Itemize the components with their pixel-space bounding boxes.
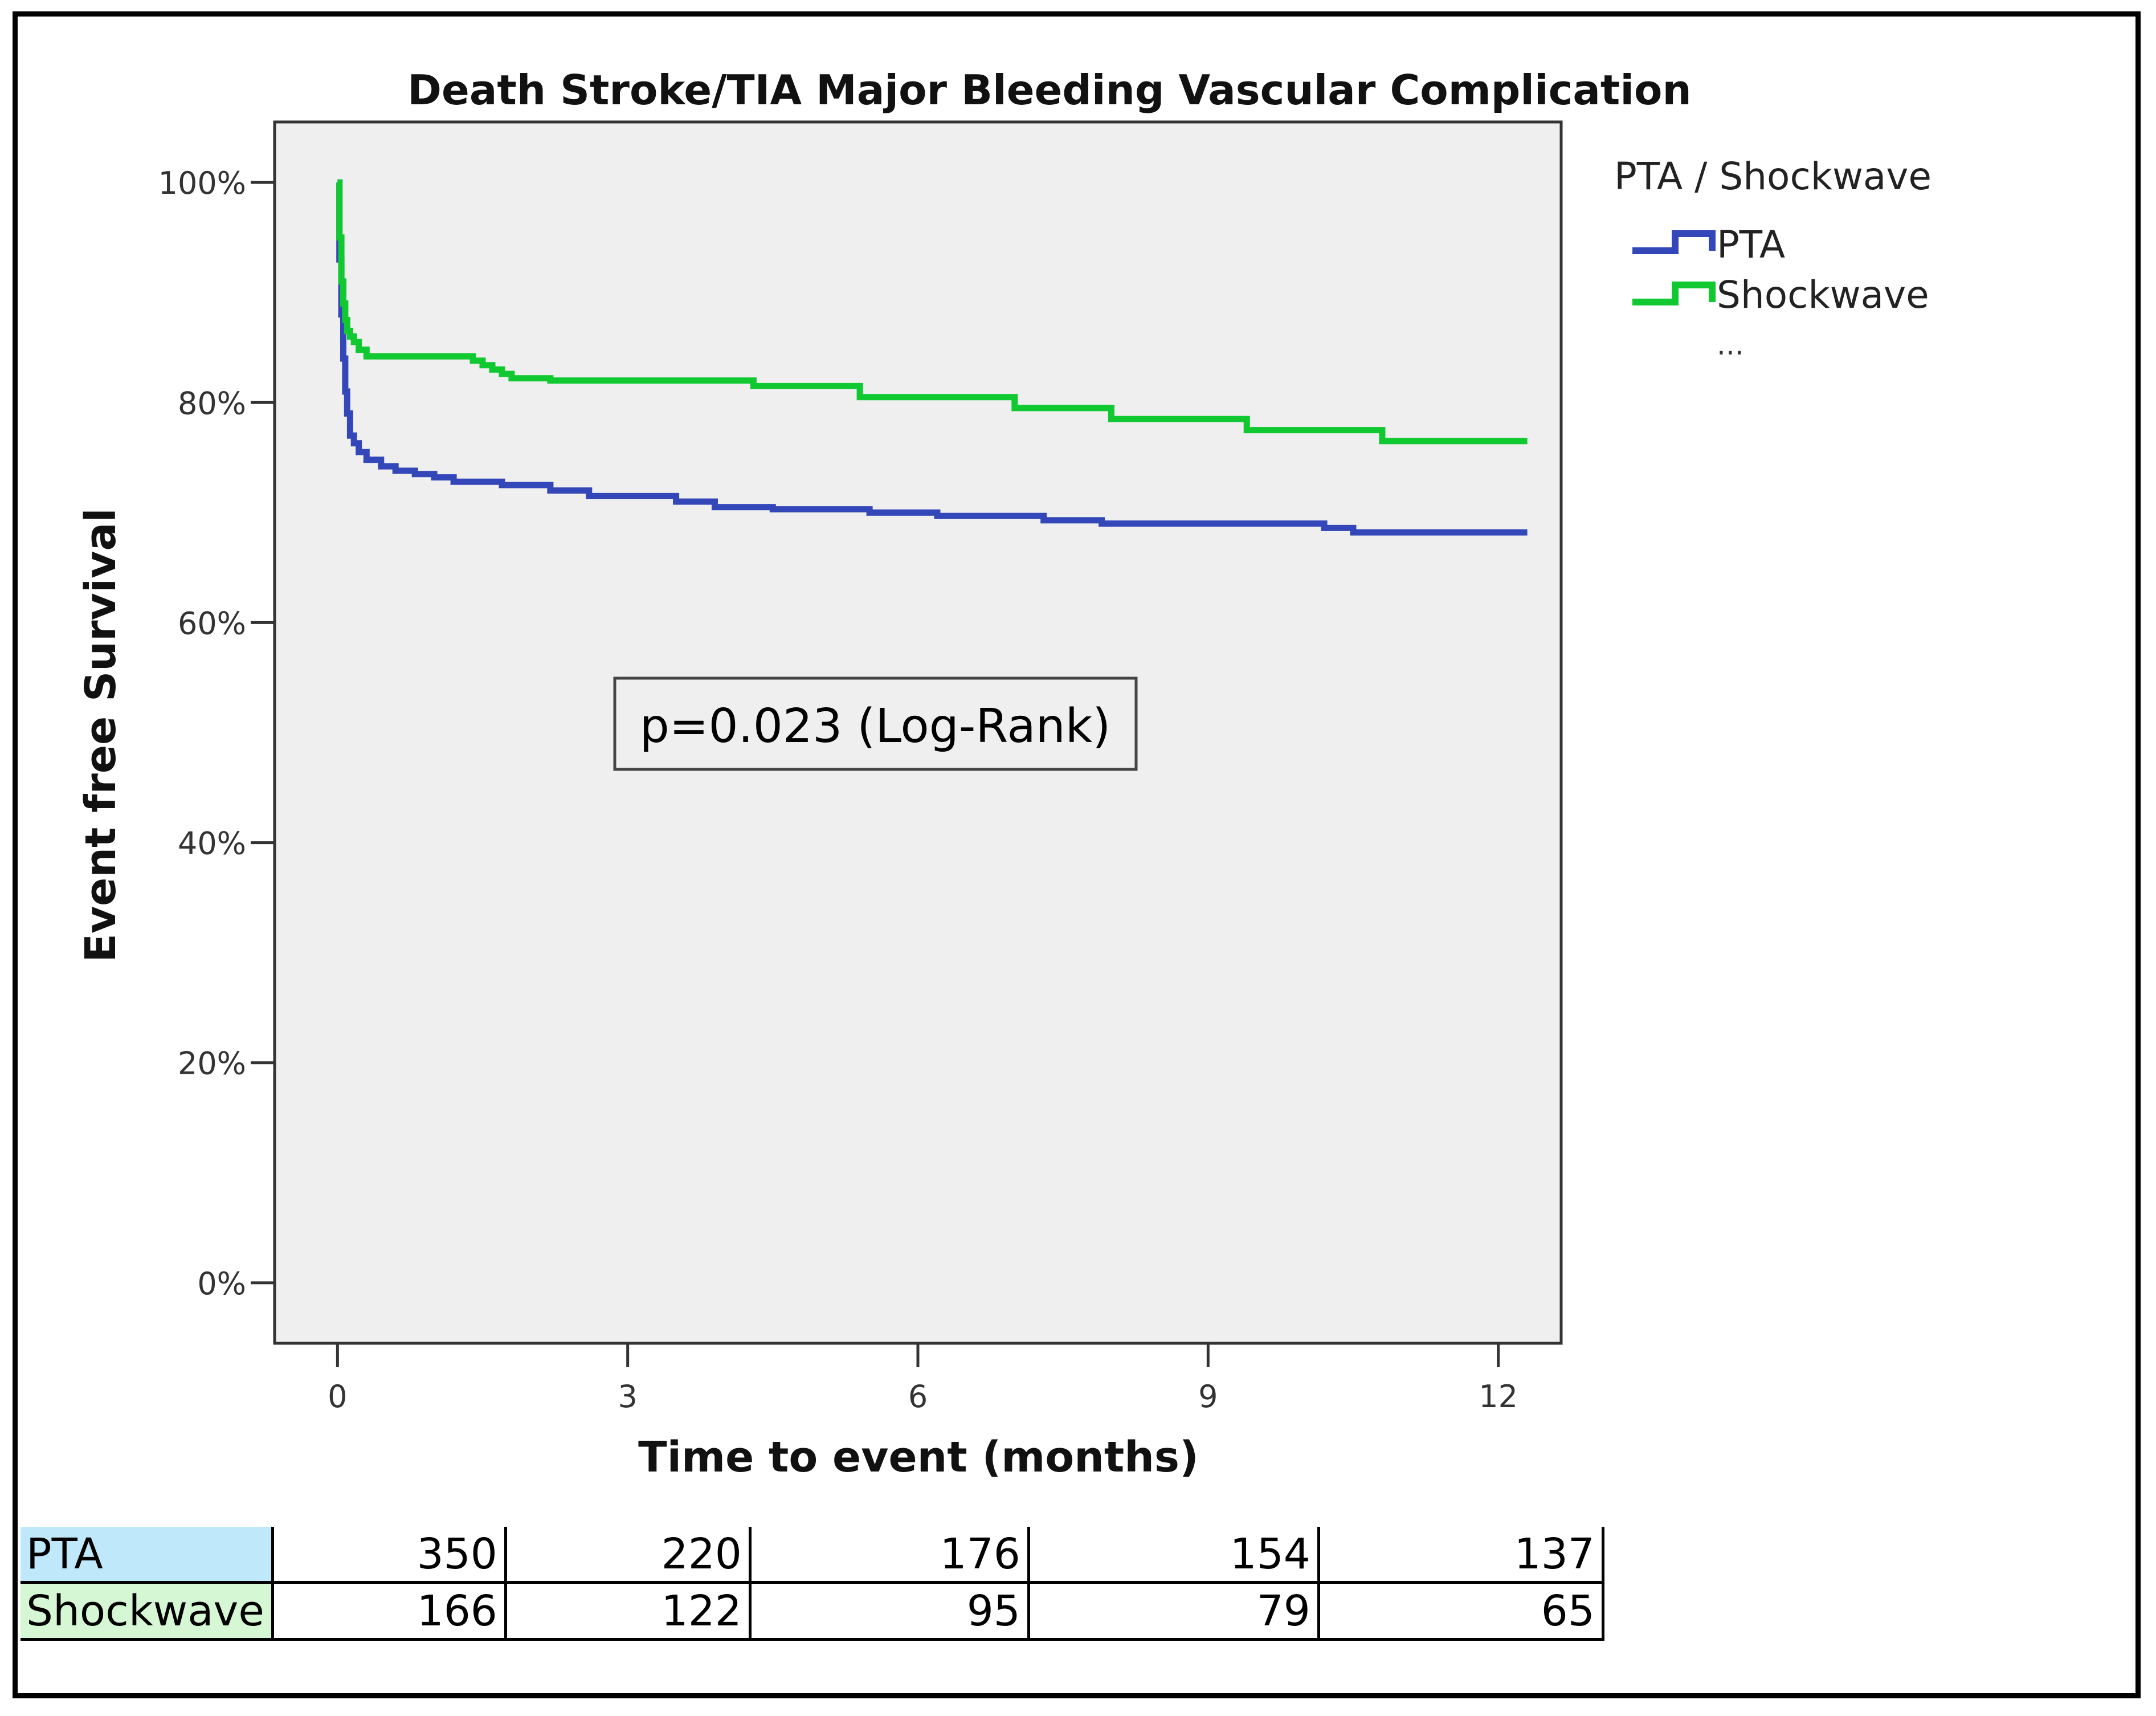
x-tick-label: 0 — [328, 1379, 347, 1415]
legend-swatch-shockwave — [1632, 282, 1716, 305]
x-axis: 0 3 6 9 12 — [328, 1343, 1518, 1415]
survival-line-pta — [336, 179, 1528, 536]
y-tick-label: 80% — [178, 385, 246, 421]
legend-label-pta: PTA — [1717, 223, 1785, 267]
x-tick-label: 3 — [618, 1379, 637, 1415]
x-tick-label: 6 — [908, 1379, 928, 1415]
risk-row-label: Shockwave — [21, 1582, 274, 1641]
x-axis-label: Time to event (months) — [638, 1433, 1199, 1482]
risk-cell: 137 — [1318, 1527, 1604, 1584]
risk-row-pta: PTA 350 220 176 154 137 — [21, 1527, 1604, 1584]
y-tick-label: 0% — [197, 1266, 246, 1302]
risk-cell: 350 — [272, 1527, 507, 1584]
risk-cell: 122 — [505, 1582, 752, 1641]
legend-swatch-pta — [1632, 230, 1716, 254]
pvalue-text: p=0.023 (Log-Rank) — [640, 699, 1111, 753]
y-axis: 0% 20% 40% 60% 80% 100% — [158, 165, 275, 1302]
pvalue-box: p=0.023 (Log-Rank) — [613, 676, 1138, 771]
risk-cell: 95 — [750, 1582, 1030, 1641]
risk-cell: 154 — [1028, 1527, 1320, 1584]
y-tick-label: 40% — [178, 826, 246, 862]
risk-cell: 166 — [272, 1582, 507, 1641]
risk-row-label: PTA — [21, 1527, 274, 1584]
risk-row-shockwave: Shockwave 166 122 95 79 65 — [21, 1582, 1604, 1641]
legend-title: PTA / Shockwave — [1614, 154, 1932, 198]
legend: PTA / Shockwave PTA Shockwave ... — [1614, 154, 1932, 361]
legend-label-shockwave: Shockwave — [1717, 273, 1929, 317]
x-tick-label: 12 — [1479, 1379, 1518, 1415]
risk-cell: 176 — [750, 1527, 1030, 1584]
legend-ellipsis: ... — [1717, 328, 1744, 361]
y-tick-label: 100% — [158, 165, 246, 201]
risk-cell: 65 — [1318, 1582, 1604, 1641]
survival-curves — [336, 179, 1528, 536]
chart-title: Death Stroke/TIA Major Bleeding Vascular… — [407, 66, 1692, 114]
survival-line-shockwave — [336, 179, 1528, 445]
risk-cell: 220 — [505, 1527, 752, 1584]
risk-cell: 79 — [1028, 1582, 1320, 1641]
y-tick-label: 60% — [178, 605, 246, 641]
x-tick-label: 9 — [1198, 1379, 1218, 1415]
risk-table: PTA 350 220 176 154 137 Shockwave 166 12… — [21, 1527, 1604, 1641]
y-tick-label: 20% — [178, 1046, 246, 1082]
y-axis-label: Event free Survival — [76, 508, 125, 962]
